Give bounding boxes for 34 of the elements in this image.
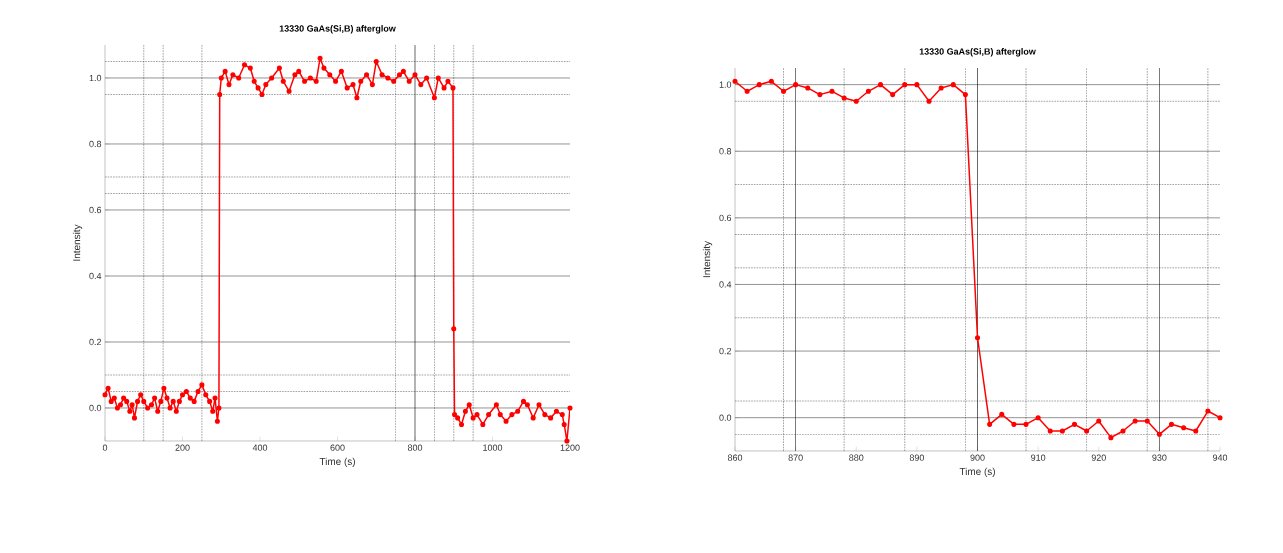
x-tick-label: 1000 bbox=[483, 444, 503, 451]
chart-title: 13330 GaAs(Si,B) afterglow bbox=[279, 25, 396, 34]
x-tick-label: 940 bbox=[1212, 454, 1228, 461]
x-tick-label: 800 bbox=[407, 444, 423, 451]
y-tick-label: 0.8 bbox=[719, 148, 732, 155]
y-tick-label: 1.0 bbox=[89, 74, 102, 82]
x-tick-label: 860 bbox=[727, 454, 743, 461]
y-tick-label: 0.4 bbox=[719, 281, 732, 288]
x-tick-label: 930 bbox=[1152, 454, 1167, 461]
x-tick-label: 920 bbox=[1091, 454, 1106, 461]
x-tick-label: 900 bbox=[970, 454, 985, 461]
x-axis-title: Time (s) bbox=[319, 457, 355, 467]
x-tick-label: 870 bbox=[788, 454, 803, 461]
chart-title: 13330 GaAs(Si,B) afterglow bbox=[919, 48, 1036, 57]
y-tick-label: 0.0 bbox=[719, 414, 732, 421]
y-tick-label: 0.8 bbox=[89, 140, 102, 148]
y-tick-label: 0.6 bbox=[719, 214, 732, 222]
x-tick-label: 0 bbox=[102, 444, 108, 451]
x-tick-label: 400 bbox=[252, 444, 268, 451]
x-tick-label: 890 bbox=[909, 454, 925, 461]
y-tick-label: 1.0 bbox=[719, 81, 732, 88]
x-tick-label: 600 bbox=[330, 444, 345, 451]
y-tick-label: 0.2 bbox=[89, 338, 102, 346]
y-tick-label: 0.2 bbox=[719, 347, 732, 355]
x-axis-title: Time (s) bbox=[959, 467, 995, 477]
x-tick-label: 1200 bbox=[560, 444, 580, 451]
y-tick-label: 0.4 bbox=[89, 272, 102, 280]
x-tick-label: 910 bbox=[1031, 454, 1046, 461]
y-axis-title: Intensity bbox=[702, 240, 713, 278]
x-tick-label: 880 bbox=[849, 454, 864, 461]
y-tick-label: 0.6 bbox=[89, 206, 102, 214]
y-tick-label: 0.0 bbox=[89, 404, 102, 412]
y-axis-title: Intensity bbox=[72, 224, 83, 261]
x-tick-label: 200 bbox=[175, 444, 190, 451]
